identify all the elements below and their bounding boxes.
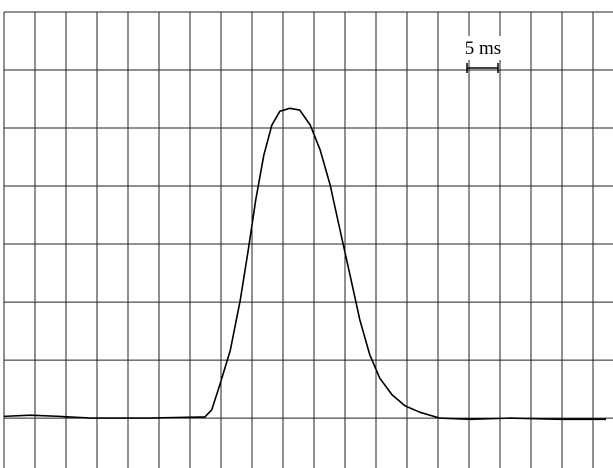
trace [3,107,607,421]
scale-bar [466,63,499,73]
label-background [462,36,504,60]
scale-label: 5 ms [465,38,501,59]
